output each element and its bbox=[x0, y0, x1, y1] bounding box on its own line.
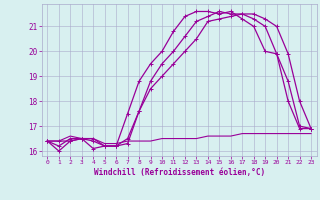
X-axis label: Windchill (Refroidissement éolien,°C): Windchill (Refroidissement éolien,°C) bbox=[94, 168, 265, 177]
